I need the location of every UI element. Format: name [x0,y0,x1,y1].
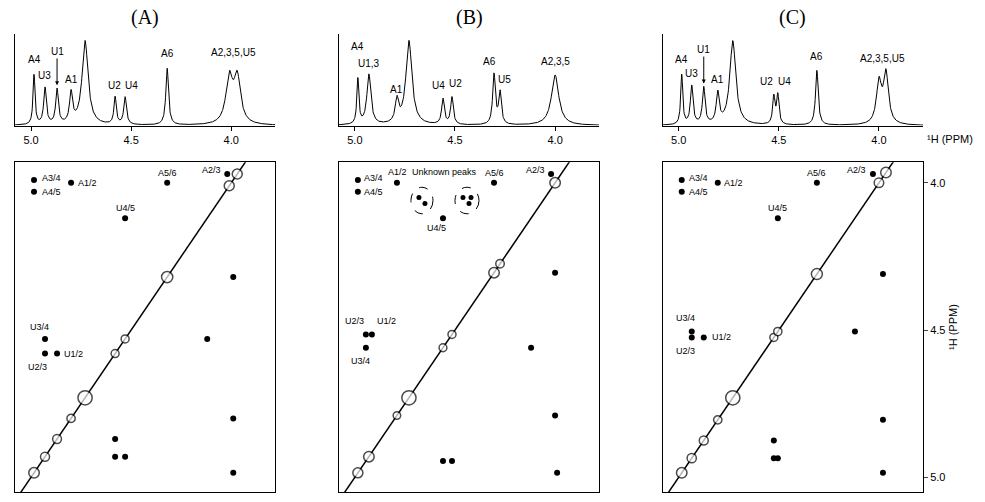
svg-text:A4: A4 [675,54,688,65]
svg-text:A4/5: A4/5 [689,187,708,197]
svg-text:A2/3: A2/3 [847,165,866,175]
svg-text:U4: U4 [432,80,445,91]
svg-text:A3/4: A3/4 [689,173,708,183]
svg-text:U1/2: U1/2 [712,332,731,342]
svg-text:A3/4: A3/4 [42,173,61,183]
svg-text:U2: U2 [108,80,121,91]
svg-text:A2,3,5: A2,3,5 [541,56,570,67]
svg-text:U4: U4 [125,80,138,91]
svg-text:U4/5: U4/5 [427,223,446,233]
svg-text:¹H (PPM): ¹H (PPM) [947,304,959,350]
svg-text:U4: U4 [778,76,791,87]
svg-text:4.0: 4.0 [547,134,562,146]
svg-text:A5/6: A5/6 [485,168,504,178]
svg-text:A4/5: A4/5 [364,187,383,197]
svg-text:U2/3: U2/3 [345,316,364,326]
svg-text:U1,3: U1,3 [358,58,380,69]
svg-text:U1: U1 [51,46,64,57]
svg-text:U1/2: U1/2 [377,316,396,326]
svg-text:A1: A1 [390,84,403,95]
svg-text:Unknown peaks: Unknown peaks [412,167,477,177]
svg-text:A2/3: A2/3 [526,165,545,175]
svg-text:U3/4: U3/4 [30,322,49,332]
svg-text:(B): (B) [456,6,483,29]
svg-text:¹H (PPM): ¹H (PPM) [927,133,973,145]
svg-text:U5: U5 [498,74,511,85]
svg-text:4.0: 4.0 [871,134,886,146]
svg-text:U2/3: U2/3 [676,346,695,356]
svg-text:4.5: 4.5 [930,324,945,336]
svg-text:A6: A6 [161,48,174,59]
svg-text:5.0: 5.0 [347,134,362,146]
svg-text:U3/4: U3/4 [676,313,695,323]
svg-text:4.5: 4.5 [447,134,462,146]
svg-text:4.5: 4.5 [123,134,138,146]
svg-text:A6: A6 [483,56,496,67]
svg-text:A1/2: A1/2 [78,178,97,188]
svg-text:4.5: 4.5 [771,134,786,146]
svg-text:A1/2: A1/2 [724,178,743,188]
svg-text:(A): (A) [131,6,159,29]
svg-text:5.0: 5.0 [930,471,945,483]
svg-text:5.0: 5.0 [23,134,38,146]
svg-text:A1/2: A1/2 [388,167,407,177]
svg-text:A3/4: A3/4 [364,173,383,183]
svg-text:A2,3,5,U5: A2,3,5,U5 [211,47,256,58]
svg-text:U4/5: U4/5 [768,203,787,213]
svg-text:U4/5: U4/5 [116,203,135,213]
svg-text:A5/6: A5/6 [158,168,177,178]
svg-text:U3: U3 [38,70,51,81]
svg-text:U1/2: U1/2 [64,349,83,359]
svg-text:A5/6: A5/6 [807,168,826,178]
svg-text:(C): (C) [779,6,806,29]
svg-text:U1: U1 [697,44,710,55]
svg-text:A2/3: A2/3 [202,165,221,175]
svg-text:A1: A1 [65,74,78,85]
svg-text:A6: A6 [810,51,823,62]
svg-text:U2: U2 [449,78,462,89]
svg-text:A1: A1 [711,74,724,85]
svg-text:A4/5: A4/5 [42,187,61,197]
svg-text:U3/4: U3/4 [351,356,370,366]
svg-text:U3: U3 [685,68,698,79]
svg-text:A4: A4 [351,41,364,52]
svg-text:A2,3,5,U5: A2,3,5,U5 [860,53,905,64]
svg-text:4.0: 4.0 [930,177,945,189]
svg-text:U2/3: U2/3 [28,362,47,372]
svg-text:A4: A4 [28,54,41,65]
svg-text:4.0: 4.0 [224,134,239,146]
svg-text:5.0: 5.0 [671,134,686,146]
svg-text:U2: U2 [760,76,773,87]
